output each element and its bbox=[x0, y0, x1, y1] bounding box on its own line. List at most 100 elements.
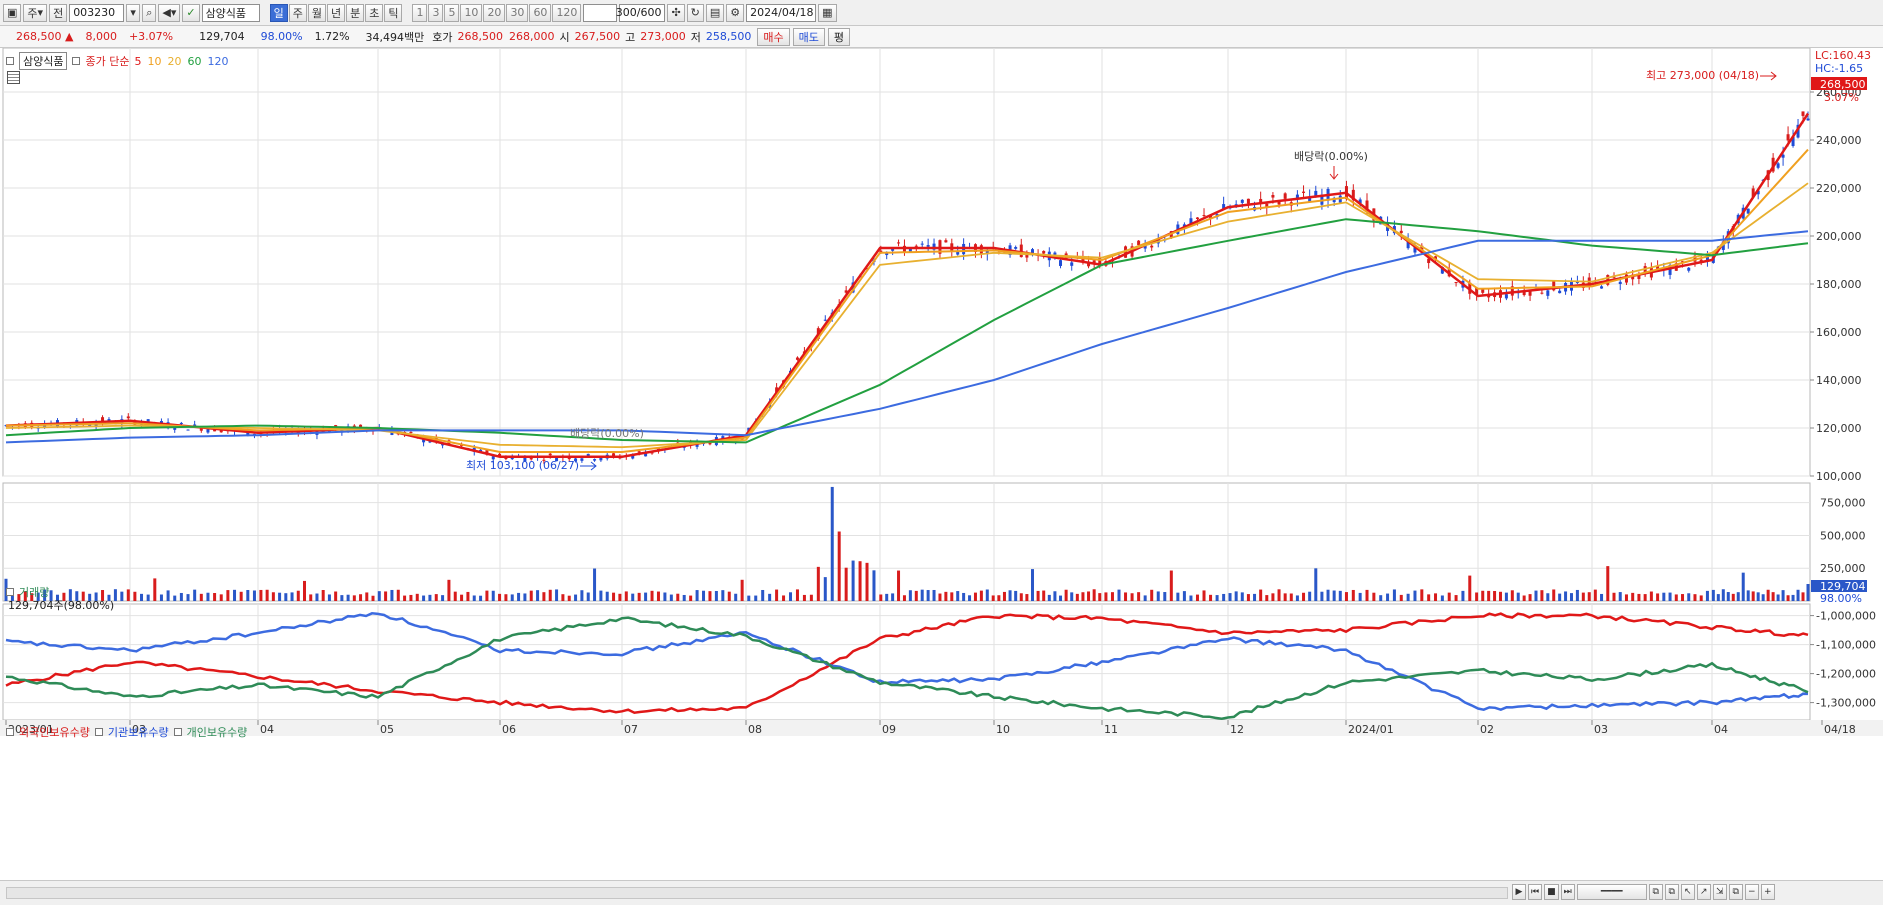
volume-bar bbox=[1150, 589, 1154, 601]
count-input[interactable]: 300/600 bbox=[616, 3, 666, 22]
ma-line-20 bbox=[5, 182, 1809, 449]
interval-tab-10[interactable]: 10 bbox=[460, 3, 483, 22]
volume-bar bbox=[1042, 590, 1046, 601]
candle-body bbox=[542, 459, 546, 461]
speaker-icon[interactable]: ◀▾ bbox=[158, 3, 181, 22]
scroll-last-icon[interactable]: ⏭ bbox=[1560, 884, 1575, 900]
tool-icon-2[interactable]: ↗ bbox=[1696, 884, 1711, 900]
candle-body bbox=[523, 456, 527, 462]
sell-button[interactable]: 매도 bbox=[792, 27, 825, 46]
panel-handle-icon[interactable] bbox=[6, 57, 14, 65]
stock-name-field[interactable]: 삼양식품 bbox=[201, 3, 260, 22]
quote-bar: 268,500 ▲ 8,000 +3.07% 129,704 98.00% 1.… bbox=[0, 26, 1883, 48]
candle-body bbox=[1189, 218, 1193, 225]
holding-handle-icon-3[interactable] bbox=[173, 728, 182, 736]
volume-bar bbox=[68, 589, 72, 601]
volume-bar bbox=[593, 568, 597, 601]
buy-button[interactable]: 매수 bbox=[757, 27, 790, 46]
volume-bar bbox=[265, 589, 269, 601]
interval-tab-5[interactable]: 5 bbox=[444, 3, 460, 22]
layout-icon-2[interactable]: ⧉ bbox=[1648, 884, 1663, 900]
volume-bar bbox=[1711, 589, 1715, 601]
code-input[interactable]: 003230 bbox=[69, 3, 125, 22]
interval-tab-1[interactable]: 1 bbox=[412, 3, 428, 22]
layout-icon[interactable]: ▣ bbox=[3, 3, 22, 22]
ma-period-5: 5 bbox=[134, 54, 142, 68]
volume-bar bbox=[1618, 592, 1622, 601]
date-input[interactable]: 2024/04/18 bbox=[746, 3, 817, 22]
code-dropdown-button[interactable]: ▾ bbox=[126, 3, 141, 22]
volume-bar bbox=[844, 567, 848, 601]
interval-tab-30[interactable]: 30 bbox=[506, 3, 529, 22]
interval-tab-3[interactable]: 3 bbox=[428, 3, 444, 22]
period-tab-3[interactable]: 년 bbox=[326, 3, 346, 22]
volume-bar bbox=[30, 593, 34, 601]
save-icon[interactable]: ▤ bbox=[705, 3, 725, 22]
volume-handle-icon[interactable] bbox=[6, 588, 14, 596]
period-tab-5[interactable]: 초 bbox=[365, 3, 384, 22]
price-tick-label: 120,000 bbox=[1816, 422, 1862, 435]
volume-bar bbox=[1215, 595, 1219, 601]
candle-body bbox=[944, 240, 948, 243]
tool-icon-1[interactable]: ↖ bbox=[1680, 884, 1695, 900]
candle-body bbox=[199, 427, 203, 431]
refresh-icon[interactable]: ↻ bbox=[686, 3, 704, 22]
volume-bar bbox=[1019, 593, 1023, 601]
volume-bar bbox=[193, 589, 197, 601]
period-tab-0[interactable]: 일 bbox=[269, 3, 288, 22]
calendar-icon[interactable]: ▦ bbox=[818, 3, 837, 22]
settings-icon[interactable]: ⚙ bbox=[726, 3, 745, 22]
period-tab-2[interactable]: 월 bbox=[307, 3, 326, 22]
x-tick-label: 08 bbox=[748, 723, 762, 736]
market-select[interactable]: 주 ▾ bbox=[23, 3, 48, 22]
layout-icon-3[interactable]: ⧉ bbox=[1664, 884, 1679, 900]
scroll-next-icon[interactable]: ▶ bbox=[1512, 884, 1526, 900]
grid-toggle-icon[interactable] bbox=[7, 71, 20, 84]
volume-bar bbox=[55, 594, 59, 601]
ma-line-120 bbox=[5, 230, 1809, 444]
volume-bar bbox=[1731, 593, 1735, 601]
search-icon[interactable]: ⌕ bbox=[142, 3, 157, 22]
scope-select[interactable]: 전 bbox=[49, 3, 68, 22]
tool-icon-4[interactable]: ⧉ bbox=[1728, 884, 1743, 900]
period-tab-1[interactable]: 주 bbox=[288, 3, 307, 22]
candle-body bbox=[926, 245, 930, 247]
ma-handle-icon[interactable] bbox=[72, 57, 81, 65]
candle-body bbox=[1699, 259, 1703, 262]
price-tick-label: 220,000 bbox=[1816, 182, 1862, 195]
zoom-slider[interactable]: ━━━━ bbox=[1576, 884, 1647, 900]
eval-button[interactable]: 평 bbox=[827, 27, 851, 46]
custom-interval-input[interactable] bbox=[583, 3, 618, 22]
candle-body bbox=[1751, 188, 1755, 197]
ma-period-labels: 5 10 20 60 120 bbox=[134, 55, 228, 68]
interval-tab-60[interactable]: 60 bbox=[529, 3, 552, 22]
chart-background bbox=[0, 48, 1883, 880]
zoom-out-icon[interactable]: − bbox=[1744, 884, 1759, 900]
candle-body bbox=[1019, 244, 1023, 258]
holding-handle-icon[interactable] bbox=[6, 728, 14, 736]
candle-body bbox=[879, 250, 883, 253]
volume-title: 거래량 bbox=[19, 586, 50, 599]
interval-tab-120[interactable]: 120 bbox=[552, 3, 582, 22]
candle-body bbox=[504, 457, 508, 460]
price-panel-title: 삼양식품 bbox=[19, 52, 68, 70]
candle-body bbox=[409, 431, 413, 433]
price-legend: 삼양식품 종가 단순 5 10 20 60 120 bbox=[6, 52, 228, 70]
horizontal-scrollbar[interactable] bbox=[6, 887, 1508, 899]
candle-body bbox=[1295, 194, 1299, 200]
volume-bar bbox=[689, 595, 693, 601]
interval-tab-20[interactable]: 20 bbox=[483, 3, 506, 22]
holding-handle-icon-2[interactable] bbox=[94, 728, 103, 736]
tool-icon-3[interactable]: ⇲ bbox=[1712, 884, 1727, 900]
favorite-icon[interactable]: ✓ bbox=[182, 3, 200, 22]
volume-ratio: 98.00% bbox=[260, 30, 303, 43]
holding-line-0 bbox=[5, 612, 1809, 714]
stock-chart[interactable]: 260,000240,000220,000200,000180,000160,0… bbox=[0, 48, 1883, 880]
period-tab-6[interactable]: 틱 bbox=[384, 3, 403, 22]
stop-icon[interactable]: ■ bbox=[1544, 884, 1559, 900]
volume-bar bbox=[1081, 592, 1085, 601]
scroll-first-icon[interactable]: ⏮ bbox=[1528, 884, 1543, 900]
zoom-in-icon[interactable]: + bbox=[1760, 884, 1775, 900]
period-tab-4[interactable]: 분 bbox=[346, 3, 365, 22]
crosshair-icon[interactable]: ✣ bbox=[667, 3, 685, 22]
